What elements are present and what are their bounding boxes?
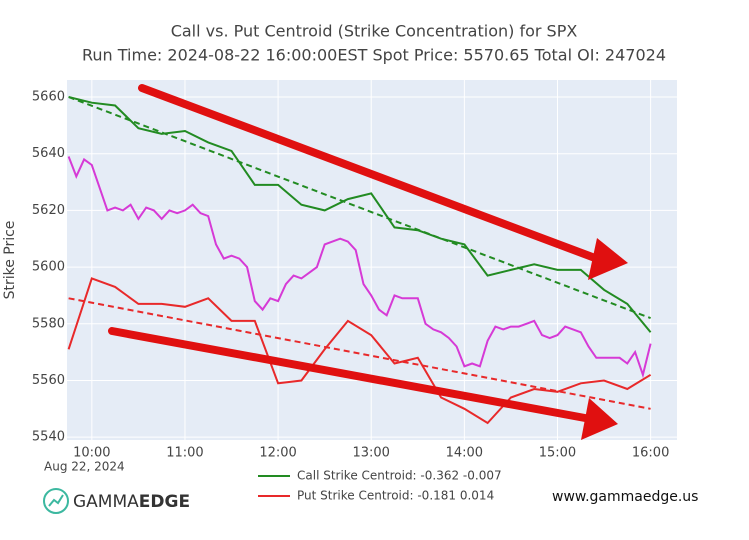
logo: GAMMAEDGE: [43, 488, 190, 514]
x-tick-label: 13:00: [352, 446, 389, 461]
series-line: [68, 96, 651, 320]
x-tick-label: 12:00: [259, 446, 296, 461]
y-tick-label: 5600: [32, 260, 65, 275]
legend-label: Call Strike Centroid: -0.362 -0.007: [297, 469, 502, 483]
x-tick-label: 10:00: [73, 446, 110, 461]
plot: 5540 5560 5580 5600 5620 5640 5660 10:00 11:00 12…: [32, 80, 677, 461]
y-tick-label: 5640: [32, 146, 65, 161]
logo-text: GAMMAEDGE: [73, 492, 190, 512]
x-tick-label: 16:00: [632, 446, 669, 461]
chart-subtitle: Run Time: 2024-08-22 16:00:00EST Spot Pr…: [82, 46, 666, 65]
x-tick-label: 11:00: [166, 446, 203, 461]
y-tick-label: 5660: [32, 90, 65, 105]
legend: Call Strike Centroid: -0.362 -0.007 Put S…: [258, 469, 502, 503]
series-line: [67, 156, 652, 379]
legend-label: Put Strike Centroid: -0.181 0.014: [297, 489, 494, 503]
y-tick-label: 5580: [32, 316, 65, 331]
series-line: [68, 297, 651, 410]
y-axis-title: Strike Price: [2, 221, 18, 300]
y-tick-label: 5560: [32, 373, 65, 388]
website: www.gammaedge.us: [552, 489, 698, 505]
x-tick-label: 14:00: [446, 446, 483, 461]
chart-title: Call vs. Put Centroid (Strike Concentrat…: [171, 22, 578, 41]
date-label: Aug 22, 2024: [44, 460, 125, 474]
arrows: [108, 84, 628, 440]
y-tick-label: 5540: [32, 430, 65, 445]
y-tick-label: 5620: [32, 203, 65, 218]
x-tick-label: 15:00: [539, 446, 576, 461]
